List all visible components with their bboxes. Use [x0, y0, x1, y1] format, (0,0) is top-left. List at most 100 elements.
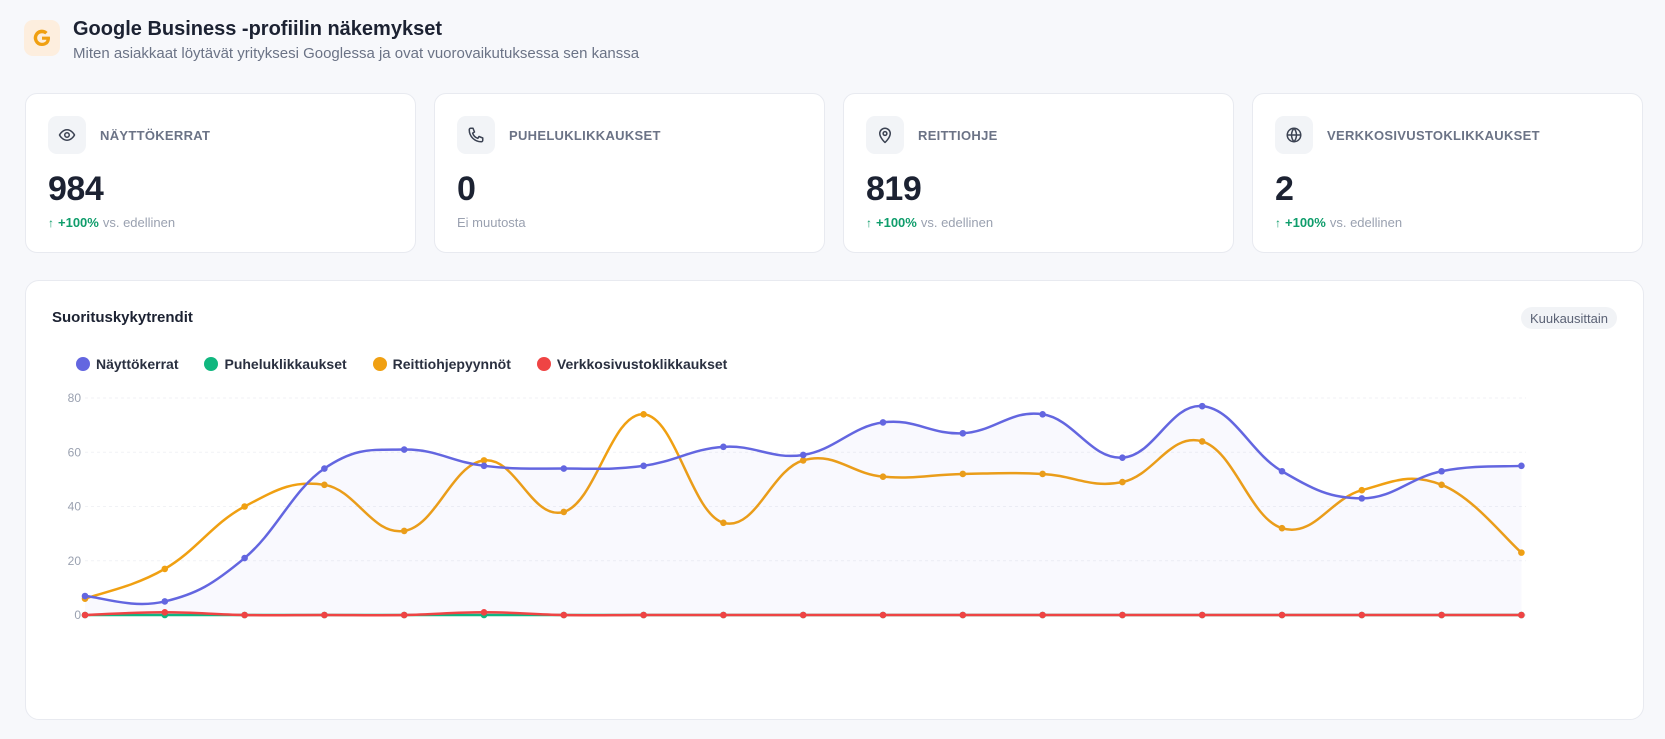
data-point — [1438, 481, 1445, 489]
x-tick-label: huhti 2... — [1498, 629, 1544, 643]
x-tick-label: joulu 2024 — [216, 629, 273, 643]
x-tick-label: marras 2... — [1094, 629, 1151, 643]
kpi-change-note: vs. edellinen — [1329, 215, 1403, 230]
x-tick-label: joulu 2025 — [1174, 629, 1231, 643]
data-point — [1039, 410, 1046, 418]
kpi-change-note: vs. edellinen — [102, 215, 176, 230]
data-point — [241, 554, 248, 562]
data-point — [480, 457, 488, 464]
data-point — [321, 481, 328, 489]
data-point — [720, 443, 727, 451]
kpi-card-directions: REITTIOHJE 819 ↑ +100% vs. edellinen — [843, 93, 1234, 253]
globe-icon — [1275, 116, 1313, 154]
arrow-up-icon: ↑ — [48, 215, 54, 230]
x-tick-label: elo 2025 — [860, 629, 906, 643]
kpi-value: 2 — [1275, 170, 1294, 208]
legend-label: Verkkosivustoklikkaukset — [556, 356, 728, 372]
series-0 — [81, 402, 1525, 615]
x-tick-label: maalis 2... — [1414, 629, 1469, 643]
x-tick-label: kesä 2025 — [696, 629, 752, 643]
legend-item-calls[interactable]: Puheluklikkaukset — [204, 356, 347, 372]
kpi-change: Ei muutosta — [457, 215, 526, 230]
data-point — [1119, 478, 1126, 486]
legend-dot — [372, 357, 387, 371]
chart-title: Suorituskykytrendit — [52, 309, 193, 326]
data-point — [321, 611, 328, 619]
page-subtitle: Miten asiakkaat löytävät yrityksesi Goog… — [73, 45, 640, 62]
data-point — [1358, 611, 1366, 619]
kpi-change-note: vs. edellinen — [920, 215, 994, 230]
x-tick-label: tammi 2026 — [1251, 629, 1314, 643]
data-point — [1278, 611, 1286, 619]
x-tick-label: loka 2024 — [59, 629, 111, 643]
kpi-card-views: NÄYTTÖKERRAT 984 ↑ +100% vs. edellinen — [25, 93, 416, 253]
data-point — [1198, 402, 1206, 410]
arrow-up-icon: ↑ — [1275, 215, 1281, 230]
x-tick-label: touko 2025 — [614, 629, 674, 643]
x-tick-label: helmi 2025 — [375, 629, 434, 643]
arrow-up-icon: ↑ — [866, 215, 872, 230]
x-tick-label: tammi 2025 — [293, 629, 356, 643]
data-point — [1119, 611, 1126, 619]
legend-item-views[interactable]: Näyttökerrat — [76, 356, 178, 372]
data-point — [81, 592, 89, 600]
page-header: Google Business -profiilin näkemykset Mi… — [24, 16, 1644, 68]
kpi-change-note: Ei muutosta — [457, 215, 526, 230]
data-point — [560, 465, 568, 472]
data-point — [879, 419, 887, 426]
y-tick-label: 80 — [68, 391, 82, 405]
data-point — [1358, 495, 1366, 502]
legend-label: Reittiohjepyynnöt — [392, 356, 511, 372]
kpi-change-percent: +100% — [58, 215, 99, 230]
data-point — [1518, 462, 1525, 470]
data-point — [1518, 549, 1525, 556]
data-point — [1518, 611, 1525, 619]
data-point — [1198, 611, 1206, 619]
data-point — [321, 465, 328, 472]
data-point — [400, 611, 408, 619]
kpi-change: ↑ +100% vs. edellinen — [48, 215, 175, 230]
legend-item-directions[interactable]: Reittiohjepyynnöt — [372, 356, 511, 372]
data-point — [799, 611, 807, 619]
data-point — [81, 611, 89, 619]
map-pin-icon — [866, 116, 904, 154]
legend-label: Näyttökerrat — [96, 356, 179, 372]
kpi-label: REITTIOHJE — [918, 128, 998, 143]
phone-icon — [457, 116, 495, 154]
period-selector[interactable]: Kuukausittain — [1520, 307, 1617, 329]
x-tick-label: heinä 2025 — [774, 629, 834, 643]
data-point — [161, 608, 169, 616]
x-tick-label: huhti 2025 — [536, 629, 592, 643]
eye-icon — [48, 116, 86, 154]
data-point — [480, 462, 488, 470]
data-point — [400, 446, 408, 453]
data-point — [560, 508, 568, 516]
series-2 — [81, 410, 1525, 603]
kpi-label: PUHELUKLIKKAUKSET — [509, 128, 661, 143]
kpi-card-website: VERKKOSIVUSTOKLIKKAUKSET 2 ↑ +100% vs. e… — [1252, 93, 1643, 253]
data-point — [959, 611, 967, 619]
data-point — [560, 611, 568, 619]
data-point — [1278, 524, 1286, 532]
legend-dot — [204, 357, 219, 371]
x-tick-label: maalis 2... — [457, 629, 512, 643]
data-point — [640, 462, 647, 470]
kpi-card-calls: PUHELUKLIKKAUKSET 0 Ei muutosta — [434, 93, 825, 253]
kpi-change: ↑ +100% vs. edellinen — [1275, 215, 1402, 230]
y-tick-label: 40 — [68, 500, 82, 514]
data-point — [1039, 611, 1046, 619]
series-3 — [81, 608, 1525, 619]
y-tick-label: 60 — [68, 445, 82, 459]
data-point — [720, 611, 727, 619]
data-point — [241, 611, 248, 619]
data-point — [1358, 486, 1366, 494]
data-point — [640, 611, 647, 619]
data-point — [480, 608, 488, 616]
legend-item-website[interactable]: Verkkosivustoklikkaukset — [536, 356, 728, 372]
x-tick-label: marras 2... — [136, 629, 193, 643]
data-point — [400, 527, 408, 535]
data-point — [879, 611, 887, 619]
legend-dot — [76, 357, 90, 371]
data-point — [1039, 470, 1046, 478]
data-point — [959, 429, 967, 437]
